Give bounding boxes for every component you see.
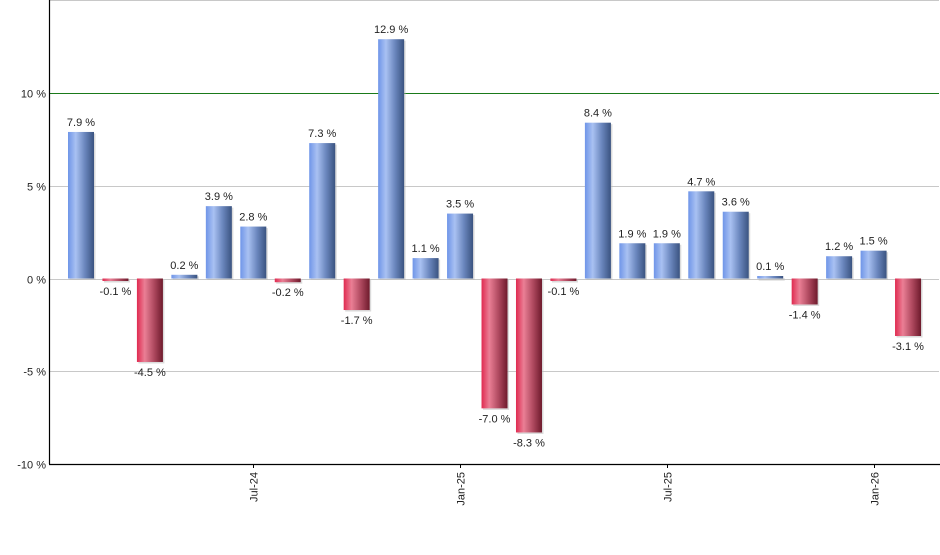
y-tick-label: 0 % — [27, 275, 46, 287]
bar-value-label: -4.5 % — [134, 367, 166, 379]
bar: 0.2 % — [170, 260, 199, 280]
bar-value-label: -0.2 % — [272, 287, 304, 299]
x-tick-label: Jul-25 — [663, 472, 675, 502]
bar-value-label: 8.4 % — [584, 108, 612, 120]
bar-value-label: 1.9 % — [618, 228, 646, 240]
x-tick-label: Jan-26 — [870, 472, 882, 506]
bar: -8.3 % — [513, 278, 545, 449]
bar: -0.1 % — [548, 278, 580, 298]
bar-value-label: 12.9 % — [374, 24, 408, 36]
bar-value-label: -7.0 % — [479, 413, 511, 425]
bar-value-label: 3.9 % — [205, 191, 233, 203]
axes: 10 % 5 % 0 % -5 % -10 % Jul-24 Jan-25 Jul-25 Jan… — [17, 0, 940, 506]
y-tick-label: 10 % — [21, 89, 46, 101]
bar: -0.2 % — [272, 278, 304, 299]
bar: 7.9 % — [67, 117, 96, 280]
bar-value-label: 7.9 % — [67, 117, 95, 129]
bar: 1.2 % — [825, 241, 854, 280]
bar-value-label: -0.1 % — [548, 286, 580, 298]
bar-value-label: 1.9 % — [653, 228, 681, 240]
bar-value-label: 1.2 % — [825, 241, 853, 253]
bar: -3.1 % — [892, 278, 924, 353]
bar-value-label: 7.3 % — [308, 128, 336, 140]
bar-value-label: 1.5 % — [860, 236, 888, 248]
bar: 8.4 % — [584, 108, 613, 281]
bar-value-label: 1.1 % — [412, 243, 440, 255]
bar: -1.7 % — [341, 278, 373, 327]
bar-value-label: -8.3 % — [513, 437, 545, 449]
bar: -1.4 % — [789, 278, 821, 321]
bar-value-label: 0.2 % — [170, 260, 198, 272]
bar-value-label: 0.1 % — [756, 261, 784, 273]
bar: 3.5 % — [446, 199, 475, 280]
bar: 1.9 % — [618, 228, 647, 280]
bar: 4.7 % — [687, 176, 716, 280]
y-tick-label: 5 % — [27, 182, 46, 194]
bar-value-label: -0.1 % — [100, 286, 132, 298]
bar-value-label: 2.8 % — [239, 212, 267, 224]
x-tick-label: Jan-25 — [456, 472, 468, 506]
bar-value-label: 3.5 % — [446, 199, 474, 211]
bar: 0.1 % — [756, 261, 785, 281]
bar: 3.9 % — [205, 191, 234, 280]
bar: -7.0 % — [479, 278, 511, 425]
bar-value-label: 4.7 % — [687, 176, 715, 188]
bar: 1.9 % — [653, 228, 682, 280]
bar: 7.3 % — [308, 128, 337, 280]
x-tick-label: Jul-24 — [249, 472, 261, 502]
bar-value-label: 3.6 % — [722, 197, 750, 209]
bar: -0.1 % — [100, 278, 132, 298]
bar: 2.8 % — [239, 212, 268, 280]
bar-value-label: -3.1 % — [892, 341, 924, 353]
bar: 12.9 % — [374, 24, 408, 280]
bar: -4.5 % — [134, 278, 166, 379]
bar: 3.6 % — [722, 197, 751, 280]
bar-value-label: -1.4 % — [789, 309, 821, 321]
y-tick-label: -5 % — [23, 367, 46, 379]
bar: 1.1 % — [412, 243, 441, 280]
bar-value-label: -1.7 % — [341, 315, 373, 327]
y-tick-label: -10 % — [17, 460, 46, 472]
bar-series: 7.9 % -0.1 % -4.5 % 0.2 % 3.9 % 2.8 % -0.2 % 7.… — [67, 24, 924, 449]
bar: 1.5 % — [860, 236, 889, 280]
